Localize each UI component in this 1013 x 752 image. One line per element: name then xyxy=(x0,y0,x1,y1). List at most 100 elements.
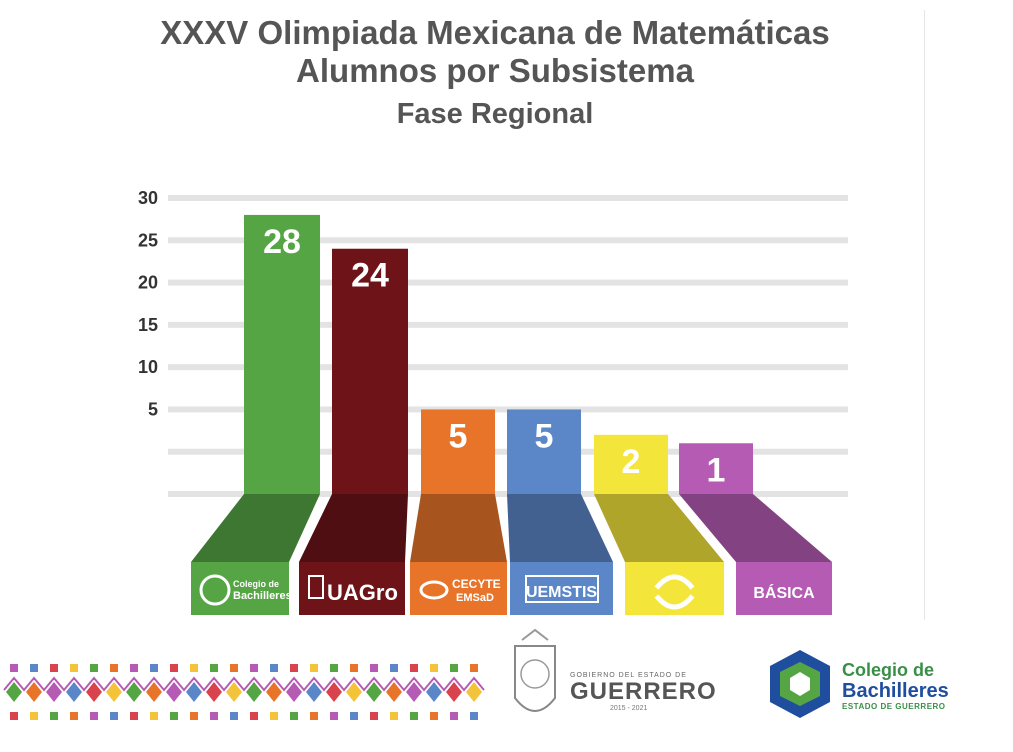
pattern-square xyxy=(190,712,198,720)
pattern-diamond xyxy=(386,682,402,702)
cb-line3: ESTADO DE GUERRERO xyxy=(842,702,946,711)
pattern-zigzag xyxy=(3,676,485,692)
pattern-square xyxy=(110,664,118,672)
pattern-diamond xyxy=(426,682,442,702)
gridline xyxy=(168,279,848,286)
footer-graphics xyxy=(3,628,830,720)
pattern-diamond xyxy=(66,682,82,702)
pattern-square xyxy=(30,712,38,720)
bar xyxy=(679,443,753,494)
bar-floor xyxy=(507,494,613,562)
bar-floor xyxy=(594,494,724,562)
bar-logo-plate xyxy=(410,562,507,615)
bar-floor xyxy=(191,494,320,562)
pattern-square xyxy=(90,664,98,672)
pattern-diamond xyxy=(306,682,322,702)
bar-chart: 5 10 15 20 25 30 28 24 5 5 2 1 Colegio deBachilleres… xyxy=(138,188,848,615)
pattern-diamond xyxy=(326,682,342,702)
logo-uagro: UAGro xyxy=(327,580,398,605)
pattern-square xyxy=(390,664,398,672)
cecyte-swoosh-icon xyxy=(419,580,449,600)
logo-uemstis: UEMSTIS xyxy=(526,584,597,601)
pattern-square xyxy=(350,712,358,720)
y-tick-label: 20 xyxy=(138,273,158,293)
pattern-diamond xyxy=(366,682,382,702)
bar xyxy=(507,409,581,494)
pattern-square xyxy=(270,664,278,672)
pattern-diamond xyxy=(106,682,122,702)
pattern-square xyxy=(250,712,258,720)
pattern-diamond xyxy=(186,682,202,702)
pattern-square xyxy=(350,664,358,672)
bar-value-label: 1 xyxy=(707,451,726,489)
pattern-diamond xyxy=(166,682,182,702)
chart-subtitle: Alumnos por Subsistema xyxy=(296,52,694,89)
gridline xyxy=(168,321,848,328)
chart-titles: XXXV Olimpiada Mexicana de Matemáticas A… xyxy=(0,14,990,134)
pattern-square xyxy=(150,712,158,720)
gridline xyxy=(168,364,848,371)
gov-big-text: GUERRERO xyxy=(570,678,717,705)
embroidery-pattern xyxy=(3,664,485,720)
pattern-diamond xyxy=(346,682,362,702)
pattern-square xyxy=(330,712,338,720)
pattern-square xyxy=(430,664,438,672)
uemstis-frame-icon xyxy=(525,575,599,603)
pattern-square xyxy=(70,712,78,720)
chart-phase: Fase Regional xyxy=(396,98,594,130)
pattern-square xyxy=(250,664,258,672)
pattern-square xyxy=(410,664,418,672)
bar-logo-plate xyxy=(191,562,289,615)
pattern-square xyxy=(330,664,338,672)
pattern-diamond xyxy=(266,682,282,702)
pattern-square xyxy=(230,712,238,720)
pattern-diamond xyxy=(146,682,162,702)
chart-title: XXXV Olimpiada Mexicana de Matemáticas xyxy=(160,14,830,51)
colegio-emblem-icon xyxy=(199,574,231,606)
pattern-square xyxy=(290,712,298,720)
bar-logo-plate xyxy=(510,562,613,615)
y-tick-label: 10 xyxy=(138,357,158,377)
pattern-square xyxy=(310,664,318,672)
bar xyxy=(421,409,495,494)
cb-line1: Colegio de xyxy=(842,660,935,680)
pattern-square xyxy=(30,664,38,672)
guerrero-shield-icon xyxy=(514,628,556,712)
pattern-square xyxy=(210,712,218,720)
pattern-diamond xyxy=(26,682,42,702)
y-tick-label: 15 xyxy=(138,315,158,335)
pattern-diamond xyxy=(446,682,462,702)
colegio-bachilleres-emblem-icon xyxy=(770,650,830,718)
pattern-square xyxy=(430,712,438,720)
uagro-shield-icon xyxy=(308,575,324,599)
pattern-diamond xyxy=(246,682,262,702)
pattern-diamond xyxy=(226,682,242,702)
pattern-diamond xyxy=(6,682,22,702)
logo-cecyte-line1: CECYTE xyxy=(452,577,501,591)
pattern-square xyxy=(270,712,278,720)
pattern-square xyxy=(130,664,138,672)
pattern-square xyxy=(50,664,58,672)
pattern-diamond xyxy=(46,682,62,702)
bar xyxy=(594,434,668,494)
gov-years-text: 2015 - 2021 xyxy=(610,705,648,712)
bar-floor xyxy=(679,494,832,562)
y-tick-label: 25 xyxy=(138,230,158,250)
bar-value-label: 5 xyxy=(535,417,554,455)
pattern-square xyxy=(130,712,138,720)
pattern-square xyxy=(410,712,418,720)
pattern-square xyxy=(470,712,478,720)
logo-basica: BÁSICA xyxy=(753,583,815,602)
pattern-square xyxy=(70,664,78,672)
conalep-swirl-icon xyxy=(654,594,695,610)
gov-small-text: GOBIERNO DEL ESTADO DE xyxy=(570,672,687,679)
logo-colegio-line1: Colegio de xyxy=(233,579,279,589)
pattern-square xyxy=(390,712,398,720)
bar-value-label: 2 xyxy=(622,443,641,481)
pattern-diamond xyxy=(206,682,222,702)
logo-cecyte-line2: EMSaD xyxy=(456,592,494,604)
pattern-square xyxy=(230,664,238,672)
pattern-square xyxy=(50,712,58,720)
pattern-square xyxy=(370,664,378,672)
bar-logo-plate xyxy=(736,562,832,615)
